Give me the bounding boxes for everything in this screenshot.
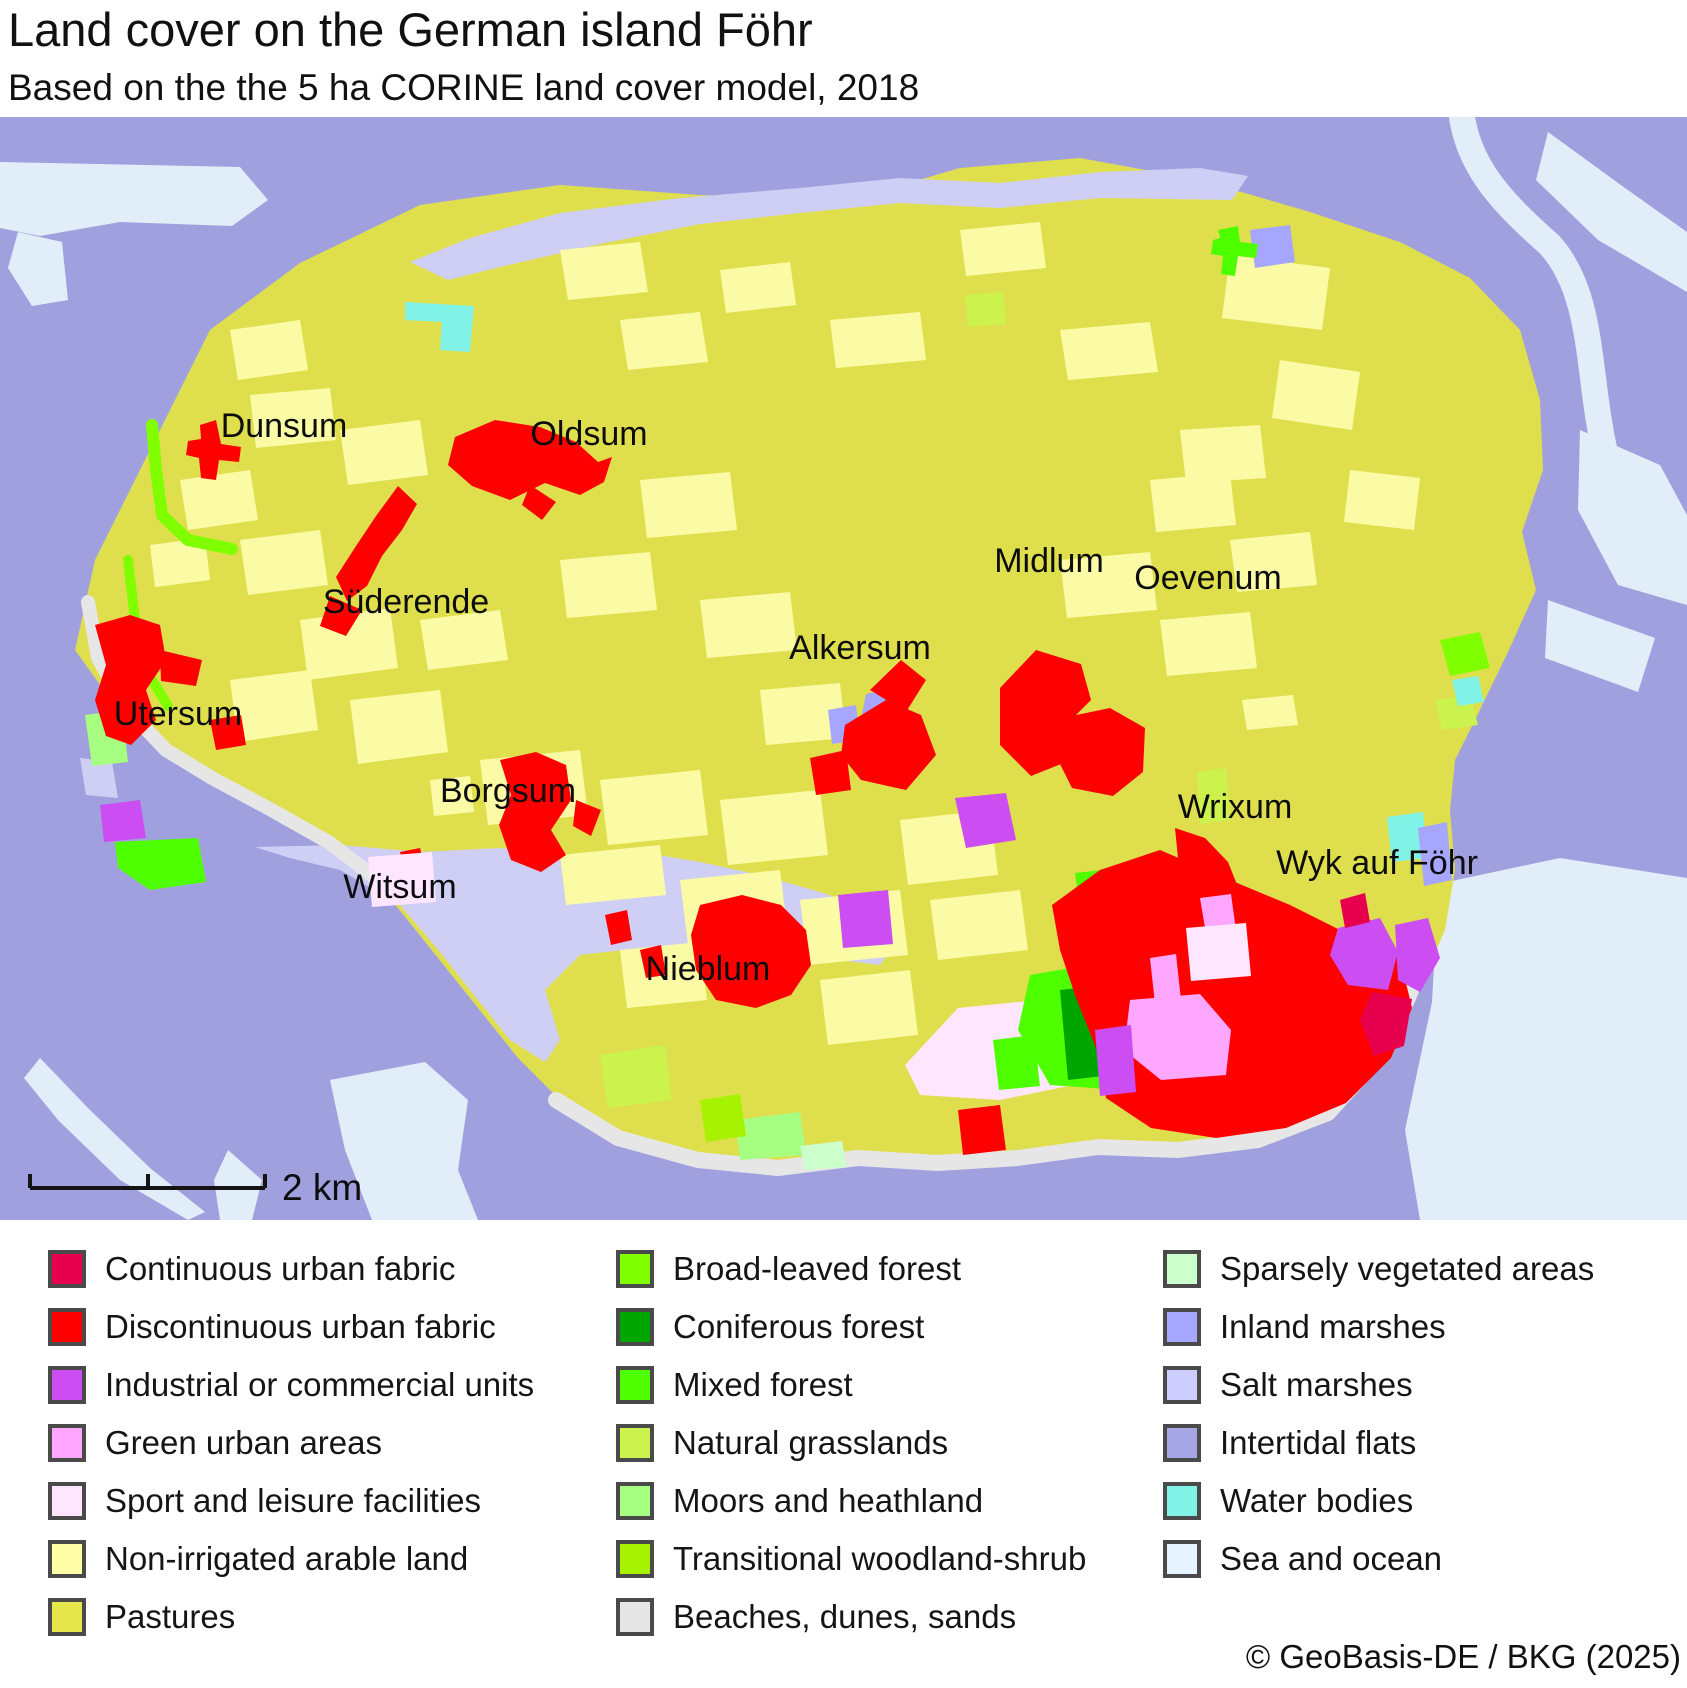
legend-label: Moors and heathland (673, 1482, 984, 1519)
legend-swatch (48, 1250, 86, 1288)
urban-overlays (100, 793, 1440, 1096)
legend-label: Industrial or commercial units (105, 1366, 535, 1403)
legend-swatch (1163, 1482, 1201, 1520)
legend-swatch (616, 1308, 654, 1346)
legend-item: Pastures (48, 1588, 534, 1646)
map-label: Oldsum (530, 415, 647, 453)
legend-item: Beaches, dunes, sands (616, 1588, 1086, 1646)
legend-item: Transitional woodland-shrub (616, 1530, 1086, 1588)
legend-swatch (1163, 1250, 1201, 1288)
map-label: Wyk auf Föhr (1276, 844, 1478, 882)
scale-label: 2 km (282, 1167, 362, 1208)
map-labels: Dunsum Oldsum Süderende Utersum Borgsum Witsu… (114, 407, 1478, 988)
legend-label: Natural grasslands (673, 1424, 949, 1461)
legend-swatch (48, 1366, 86, 1404)
map-label: Dunsum (221, 407, 348, 445)
legend-item: Coniferous forest (616, 1298, 1086, 1356)
map-label: Borgsum (440, 772, 576, 810)
page-title: Land cover on the German island Föhr (8, 3, 813, 56)
legend-item: Sea and ocean (1163, 1530, 1594, 1588)
legend-label: Intertidal flats (1220, 1424, 1417, 1461)
legend-label: Broad-leaved forest (673, 1250, 961, 1287)
coastal-forest-strips (115, 419, 1490, 890)
legend-swatch (616, 1424, 654, 1462)
legend-swatch (1163, 1540, 1201, 1578)
legend-column-3: Sparsely vegetated areas Inland marshes Sa… (1163, 1240, 1594, 1588)
villages-red (95, 420, 1412, 1155)
legend-swatch (48, 1482, 86, 1520)
legend-item: Salt marshes (1163, 1356, 1594, 1414)
map-label: Wrixum (1178, 788, 1293, 826)
legend-item: Broad-leaved forest (616, 1240, 1086, 1298)
legend-swatch (48, 1308, 86, 1346)
legend-column-2: Broad-leaved forest Coniferous forest Mixe… (616, 1240, 1086, 1646)
map-label: Witsum (343, 868, 456, 906)
legend-swatch (48, 1598, 86, 1636)
legend-label: Transitional woodland-shrub (673, 1540, 1087, 1577)
legend-label: Coniferous forest (673, 1308, 925, 1345)
map-label: Oevenum (1134, 559, 1281, 597)
legend-swatch (616, 1250, 654, 1288)
legend-label: Discontinuous urban fabric (105, 1308, 496, 1345)
legend-item: Water bodies (1163, 1472, 1594, 1530)
legend-item: Moors and heathland (616, 1472, 1086, 1530)
legend-swatch (616, 1540, 654, 1578)
legend-label: Continuous urban fabric (105, 1250, 456, 1287)
legend-label: Sparsely vegetated areas (1220, 1250, 1595, 1287)
page-subtitle: Based on the the 5 ha CORINE land cover … (8, 67, 920, 108)
legend-swatch (1163, 1308, 1201, 1346)
legend-swatch (48, 1424, 86, 1462)
map-label: Utersum (114, 695, 242, 733)
legend-label: Salt marshes (1220, 1366, 1413, 1403)
map-label: Süderende (323, 583, 489, 621)
legend-label: Sport and leisure facilities (105, 1482, 482, 1519)
legend-label: Green urban areas (105, 1424, 383, 1461)
map-label: Midlum (994, 542, 1104, 580)
sea-channels (0, 117, 1687, 1220)
copyright-notice: © GeoBasis-DE / BKG (2025) (1245, 1638, 1681, 1675)
legend-label: Pastures (105, 1598, 236, 1635)
legend-label: Mixed forest (673, 1366, 853, 1403)
map-svg: Dunsum Oldsum Süderende Utersum Borgsum Witsu… (0, 117, 1687, 1220)
legend-item: Discontinuous urban fabric (48, 1298, 534, 1356)
legend-item: Mixed forest (616, 1356, 1086, 1414)
legend-swatch (616, 1598, 654, 1636)
map-label: Nieblum (646, 950, 771, 988)
map-label: Alkersum (789, 629, 931, 667)
legend-swatch (1163, 1424, 1201, 1462)
legend-item: Continuous urban fabric (48, 1240, 534, 1298)
legend-item: Intertidal flats (1163, 1414, 1594, 1472)
legend-swatch (48, 1540, 86, 1578)
scale-bar: 2 km (28, 1167, 362, 1208)
legend-label: Inland marshes (1220, 1308, 1446, 1345)
legend-column-1: Continuous urban fabric Discontinuous urb… (48, 1240, 534, 1646)
legend-item: Non-irrigated arable land (48, 1530, 534, 1588)
legend-swatch (1163, 1366, 1201, 1404)
legend-label: Non-irrigated arable land (105, 1540, 469, 1577)
land-cover-map: Dunsum Oldsum Süderende Utersum Borgsum Witsu… (0, 117, 1687, 1220)
legend-swatch (616, 1482, 654, 1520)
legend-item: Inland marshes (1163, 1298, 1594, 1356)
legend-item: Industrial or commercial units (48, 1356, 534, 1414)
legend-item: Natural grasslands (616, 1414, 1086, 1472)
legend-label: Sea and ocean (1220, 1540, 1443, 1577)
legend-item: Sparsely vegetated areas (1163, 1240, 1594, 1298)
legend-item: Sport and leisure facilities (48, 1472, 534, 1530)
legend-label: Beaches, dunes, sands (673, 1598, 1017, 1635)
legend-item: Green urban areas (48, 1414, 534, 1472)
legend-swatch (616, 1366, 654, 1404)
legend-label: Water bodies (1220, 1482, 1414, 1519)
